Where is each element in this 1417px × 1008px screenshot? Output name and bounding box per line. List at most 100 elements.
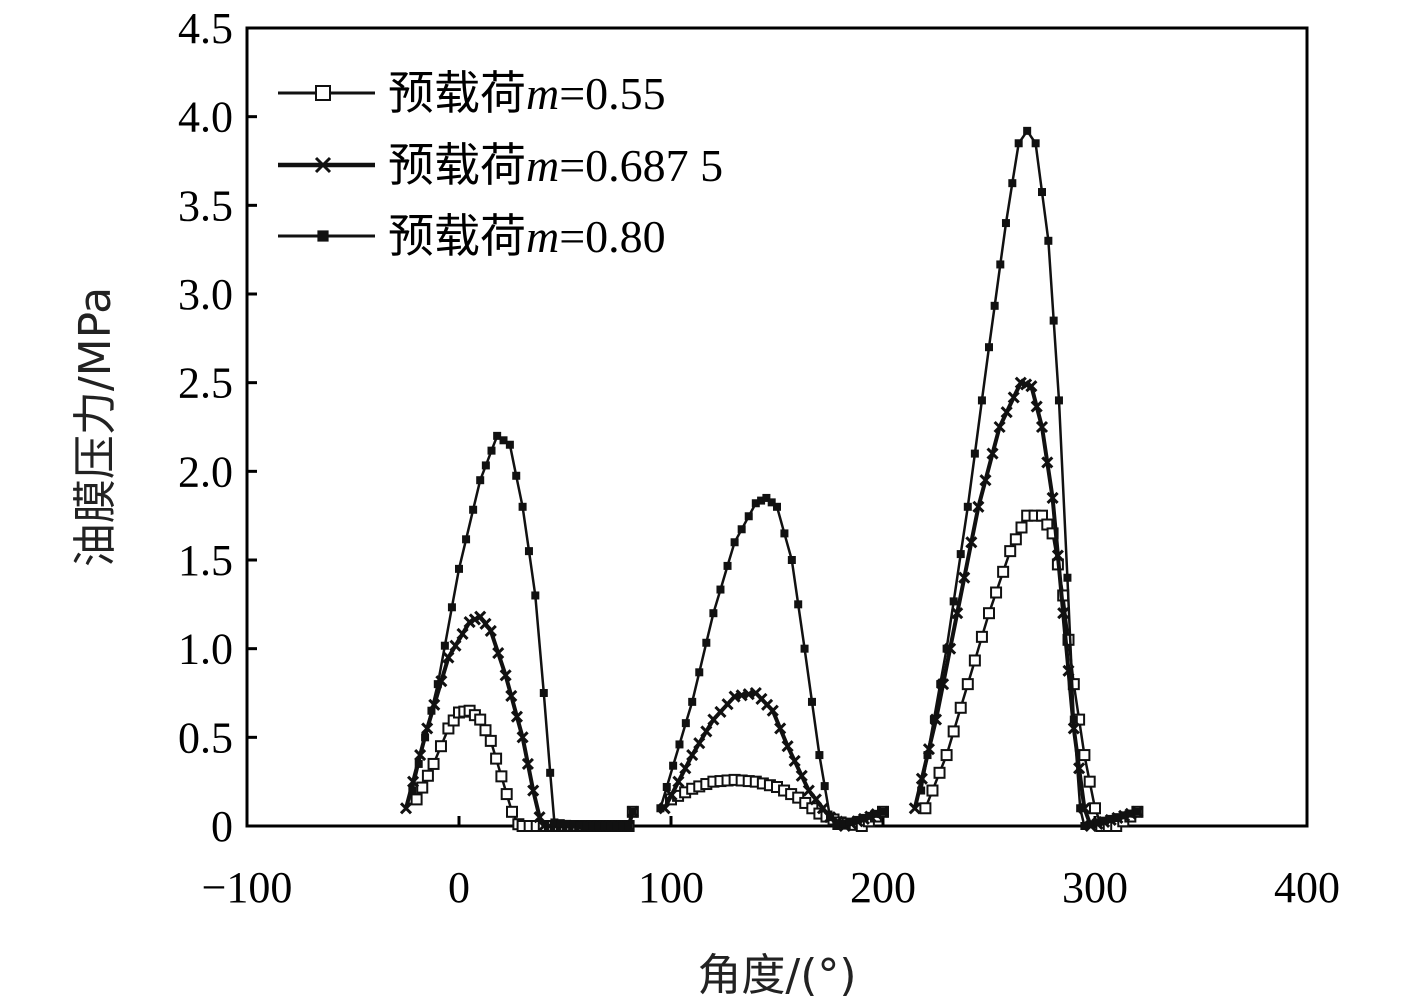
data-point <box>926 784 939 797</box>
series-line <box>919 129 1138 828</box>
data-point <box>669 761 678 770</box>
data-point <box>723 561 732 570</box>
data-point <box>956 550 965 559</box>
y-axis-title: 油膜压力/MPa <box>70 287 121 567</box>
y-tick-label: 3.5 <box>178 181 233 230</box>
data-point <box>499 436 508 445</box>
data-point <box>527 784 540 797</box>
data-point <box>787 556 796 564</box>
data-point <box>788 754 801 768</box>
series-line <box>924 514 1139 828</box>
data-point <box>872 809 881 818</box>
data-point <box>990 586 1003 599</box>
data-point <box>947 725 960 738</box>
data-point <box>510 710 524 723</box>
data-point <box>781 740 794 753</box>
x-tick-label: 400 <box>1274 863 1340 912</box>
data-point <box>744 512 753 521</box>
data-point <box>1025 380 1038 393</box>
data-point <box>533 811 546 824</box>
data-point <box>1078 749 1091 762</box>
data-point <box>505 440 514 449</box>
data-point <box>1041 456 1054 469</box>
data-point <box>315 85 331 101</box>
data-point <box>546 768 555 777</box>
x-axis-title: 角度/(°) <box>697 950 856 1001</box>
data-point <box>751 499 760 508</box>
data-point <box>427 757 440 770</box>
data-point <box>521 757 534 770</box>
data-point <box>662 782 671 791</box>
data-point <box>433 680 442 689</box>
x-tick-label: 200 <box>850 863 916 912</box>
data-point <box>1062 633 1075 646</box>
y-tick-label: 2.0 <box>178 447 233 496</box>
series-3 <box>408 126 1142 830</box>
data-point <box>977 396 986 405</box>
data-point <box>434 740 447 753</box>
data-point <box>923 751 932 760</box>
data-point <box>800 644 809 653</box>
data-point <box>447 603 456 612</box>
data-point <box>1007 391 1020 404</box>
data-point <box>1120 811 1129 820</box>
y-tick-label: 0.5 <box>178 713 233 762</box>
data-point <box>879 807 887 816</box>
data-point <box>1057 607 1070 620</box>
data-point <box>990 301 999 310</box>
data-point <box>762 493 771 502</box>
x-tick-label: 0 <box>448 863 470 912</box>
data-point <box>588 822 597 830</box>
data-point <box>317 230 329 242</box>
data-point <box>794 600 803 609</box>
data-point <box>702 638 711 647</box>
data-point <box>695 668 704 677</box>
data-point <box>1087 820 1096 829</box>
data-point <box>440 641 449 650</box>
data-point <box>1076 804 1085 813</box>
data-point <box>416 781 429 794</box>
data-point <box>421 733 430 742</box>
data-point <box>665 788 678 802</box>
data-point <box>975 630 988 643</box>
data-point <box>550 818 559 827</box>
data-point <box>826 813 834 822</box>
data-point <box>1001 219 1010 228</box>
data-point <box>859 813 868 822</box>
legend-item-3: 预载荷m=0.80 <box>278 209 666 263</box>
data-point <box>410 793 423 806</box>
data-point <box>942 644 951 653</box>
data-point <box>1051 549 1064 562</box>
data-point <box>961 678 974 691</box>
y-tick-label: 4.0 <box>178 93 233 142</box>
data-point <box>492 647 505 660</box>
y-tick-label: 1.0 <box>178 625 233 674</box>
y-tick-label: 4.5 <box>178 4 233 53</box>
series-layer <box>399 126 1144 833</box>
data-point <box>949 597 958 606</box>
data-point <box>917 786 926 795</box>
data-point <box>481 461 490 470</box>
data-point <box>908 802 921 815</box>
series-line <box>404 614 635 828</box>
data-point <box>970 449 979 458</box>
data-point <box>314 156 332 174</box>
data-point <box>774 722 787 735</box>
data-point <box>575 821 584 830</box>
data-point <box>455 564 463 573</box>
data-point <box>933 766 946 779</box>
data-point <box>716 585 725 594</box>
data-point <box>773 502 781 511</box>
data-point <box>757 496 766 505</box>
legend-item-1: 预载荷m=0.55 <box>278 66 666 120</box>
data-point <box>1030 400 1043 413</box>
legend-label: 预载荷m=0.687 5 <box>388 138 723 192</box>
data-point <box>795 769 808 782</box>
data-point <box>1063 573 1072 582</box>
data-point <box>518 502 527 511</box>
data-point <box>512 471 521 480</box>
plot-frame <box>245 26 1309 828</box>
y-tick-label: 2.5 <box>178 359 233 408</box>
data-point <box>563 819 572 828</box>
data-point <box>688 697 697 706</box>
